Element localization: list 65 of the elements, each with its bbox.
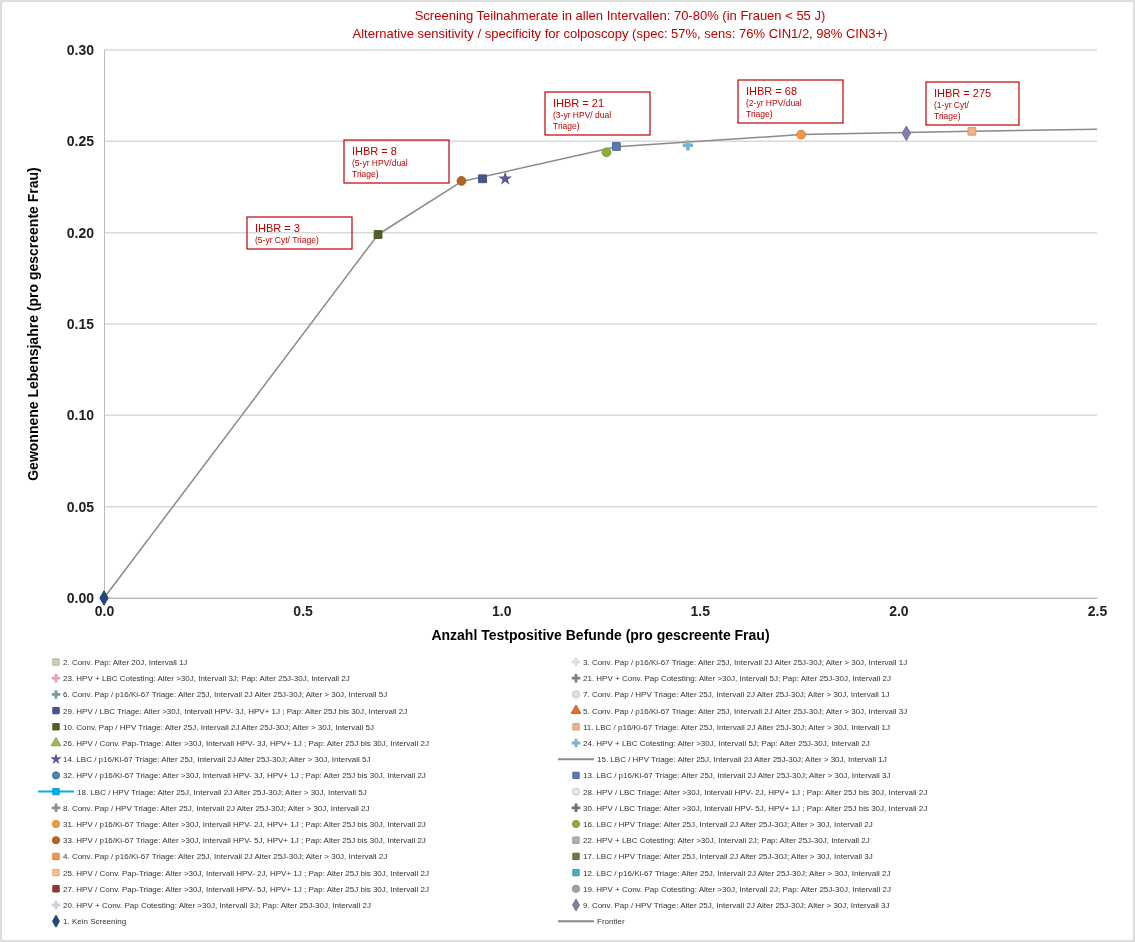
x-tick-label: 0.5 <box>293 602 314 619</box>
legend-label: 6. Conv. Pap / p16/Ki-67 Triage: Alter 25J, Intervall 2J Alter 25J-30J; Alter > 30J, Intervall 5J <box>63 690 388 700</box>
point <box>967 126 977 136</box>
legend-label: 26. HPV / Conv. Pap-Triage: Alter >30J, Intervall HPV- 3J, HPV+ 1J ; Pap: Alter 25J bis 30J, Intervall 2J <box>63 739 429 748</box>
legend-label: 2. Conv. Pap: Alter 20J, Intervall 1J <box>63 658 188 667</box>
point <box>612 142 621 151</box>
legend-label: 10. Conv. Pap / HPV Triage: Alter 25J, Intervall 2J Alter 25J-30J; Alter > 30J, Intervall 5J <box>63 722 374 732</box>
point <box>601 147 612 158</box>
legend-label: 12. LBC / p16/Ki-67 Triage: Alter 25J, Intervall 2J Alter 25J-30J; Alter > 30J, Intervall 2J <box>583 868 891 878</box>
legend-label: 14. LBC / p16/Ki-67 Triage: Alter 25J, Intervall 2J Alter 25J-30J; Alter > 30J, Intervall 5J <box>63 755 371 765</box>
legend-label: Frontier <box>597 917 625 927</box>
x-axis-title: Anzahl Testpositive Befunde (pro gescreente Frau) <box>431 627 770 643</box>
point <box>498 171 513 185</box>
legend-label: 16. LBC / HPV Triage: Alter 25J, Intervall 2J Alter 25J-30J; Alter > 30J, Intervall 2J <box>583 820 873 829</box>
annotation: IHBR = 8 (5-yr HPV/dual Triage) <box>352 145 408 179</box>
x-tick-label: 1.0 <box>491 602 512 619</box>
annotation: IHBR = 275 (1-yr Cyt/ Triage) <box>934 87 992 121</box>
legend-label: 31. HPV / p16/Ki-67 Triage: Alter >30J, Intervall HPV- 2J, HPV+ 1J ; Pap: Alter 25J bis 30J, Intervall 2J <box>63 820 426 829</box>
legend-label: 22. HPV + LBC Cotesting: Alter >30J, Intervall 2J; Pap: Alter 25J-30J, Intervall 2J <box>583 836 870 846</box>
point <box>373 230 383 239</box>
chart-subtitle: Alternative sensitivity / specificity for colposcopy (spec: 57%, sens: 76% CIN1/2, 98% CIN3+) <box>352 26 888 41</box>
legend-label: 28. HPV / LBC Triage: Alter >30J, Intervall HPV- 2J, HPV+ 1J ; Pap: Alter 25J bis 30J, Intervall 2J <box>583 787 928 797</box>
legend-label: 15. LBC / HPV Triage: Alter 25J, Intervall 2J Alter 25J-30J; Alter > 30J, Intervall 1J <box>597 755 887 765</box>
legend-label: 17. LBC / HPV Triage: Alter 25J, Intervall 2J Alter 25J-30J; Alter > 30J, Intervall 3J <box>583 852 873 862</box>
legend-label: 32. HPV / p16/Ki-67 Triage: Alter >30J, Intervall HPV- 3J, HPV+ 1J ; Pap: Alter 25J bis 30J, Intervall 2J <box>63 771 426 781</box>
point <box>456 176 467 186</box>
legend-label: 7. Conv. Pap / HPV Triage: Alter 25J, Intervall 2J Alter 25J-30J; Alter > 30J, Intervall 1J <box>583 690 890 700</box>
legend-label: 30. HPV / LBC Triage: Alter >30J, Intervall HPV- 5J, HPV+ 1J ; Pap: Alter 25J bis 30J, Intervall 2J <box>583 803 928 813</box>
y-tick-label: 0.05 <box>66 498 95 515</box>
legend-label: 23. HPV + LBC Cotesting: Alter >30J, Intervall 3J; Pap: Alter 25J-30J, Intervall 2J <box>63 674 350 684</box>
point <box>478 174 487 184</box>
legend-label: 1. Kein Screening <box>63 917 127 927</box>
x-tick-label: 1.5 <box>690 602 711 619</box>
legend-label: 24. HPV + LBC Cotesting: Alter >30J, Intervall 5J; Pap: Alter 25J-30J, Intervall 2J <box>583 739 870 748</box>
legend-label: 11. LBC / p16/Ki-67 Triage: Alter 25J, Intervall 2J Alter 25J-30J; Alter > 30J, Intervall 1J <box>583 722 890 732</box>
legend-label: 29. HPV / LBC Triage: Alter >30J, Intervall HPV- 3J, HPV+ 1J ; Pap: Alter 25J bis 30J, Intervall 2J <box>63 706 408 716</box>
legend-label: 5. Conv. Pap / p16/Ki-67 Triage: Alter 25J, Intervall 2J Alter 25J-30J; Alter > 30J, Intervall 3J <box>583 706 908 716</box>
chart-title: Screening Teilnahmerate in allen Intervallen: 70-80% (in Frauen < 55 J) <box>414 8 826 23</box>
legend-label: 19. HPV + Conv. Pap Cotesting: Alter >30J, Intervall 2J; Pap: Alter 25J-30J, Intervall 2J <box>583 884 892 894</box>
y-tick-label: 0.15 <box>66 315 95 332</box>
legend-label: 27. HPV / Conv. Pap-Triage: Alter >30J, Intervall HPV- 5J, HPV+ 1J ; Pap: Alter 25J bis 30J, Intervall 2J <box>63 884 429 894</box>
legend-label: 3. Conv. Pap / p16/Ki-67 Triage: Alter 25J, Intervall 2J Alter 25J-30J; Alter > 30J, Intervall 1J <box>583 658 908 667</box>
legend-label: 25. HPV / Conv. Pap-Triage: Alter >30J, Intervall HPV- 2J, HPV+ 1J ; Pap: Alter 25J bis 30J, Intervall 2J <box>63 868 429 878</box>
x-tick-label: 0.0 <box>94 602 115 619</box>
y-tick-label: 0.30 <box>66 41 95 58</box>
y-tick-label: 0.00 <box>66 589 95 606</box>
legend-label: 20. HPV + Conv. Pap Cotesting: Alter >30J, Intervall 3J; Pap: Alter 25J-30J, Intervall 2J <box>63 901 372 910</box>
y-tick-label: 0.10 <box>66 407 95 424</box>
legend-label: 18. LBC / HPV Triage: Alter 25J, Intervall 2J Alter 25J-30J; Alter > 30J, Intervall 5J <box>77 787 367 797</box>
x-tick-label: 2.0 <box>889 602 909 619</box>
annotation: IHBR = 68 (2-yr HPV/dual Triage) <box>746 85 802 119</box>
annotation: IHBR = 3 (5-yr Cyt/ Triage) <box>255 222 319 245</box>
point <box>796 129 806 140</box>
legend-label: 8. Conv. Pap / HPV Triage: Alter 25J, Intervall 2J Alter 25J-30J; Alter > 30J, Intervall 2J <box>63 803 370 813</box>
y-tick-label: 0.20 <box>66 224 95 241</box>
legend-label: 9. Conv. Pap / HPV Triage: Alter 25J, Intervall 2J Alter 25J-30J; Alter > 30J, Intervall 3J <box>583 901 890 910</box>
point <box>682 140 694 151</box>
legend-label: 13. LBC / p16/Ki-67 Triage: Alter 25J, Intervall 2J Alter 25J-30J; Alter > 30J, Intervall 3J <box>583 771 891 781</box>
annotation: IHBR = 21 (3-yr HPV/ dual Triage) <box>553 97 612 131</box>
legend-label: 21. HPV + Conv. Pap Cotesting: Alter >30J, Intervall 5J; Pap: Alter 25J-30J, Intervall 2J <box>583 674 892 684</box>
y-axis-title: Gewonnene Lebensjahre (pro gescreente Frau) <box>25 167 41 481</box>
y-tick-label: 0.25 <box>66 133 95 150</box>
legend-label: 33. HPV / p16/Ki-67 Triage: Alter >30J, Intervall HPV- 5J, HPV+ 1J ; Pap: Alter 25J bis 30J, Intervall 2J <box>63 836 426 846</box>
legend-label: 4. Conv. Pap / p16/Ki-67 Triage: Alter 25J, Intervall 2J Alter 25J-30J; Alter > 30J, Intervall 2J <box>63 852 388 862</box>
x-tick-label: 2.5 <box>1087 602 1108 619</box>
